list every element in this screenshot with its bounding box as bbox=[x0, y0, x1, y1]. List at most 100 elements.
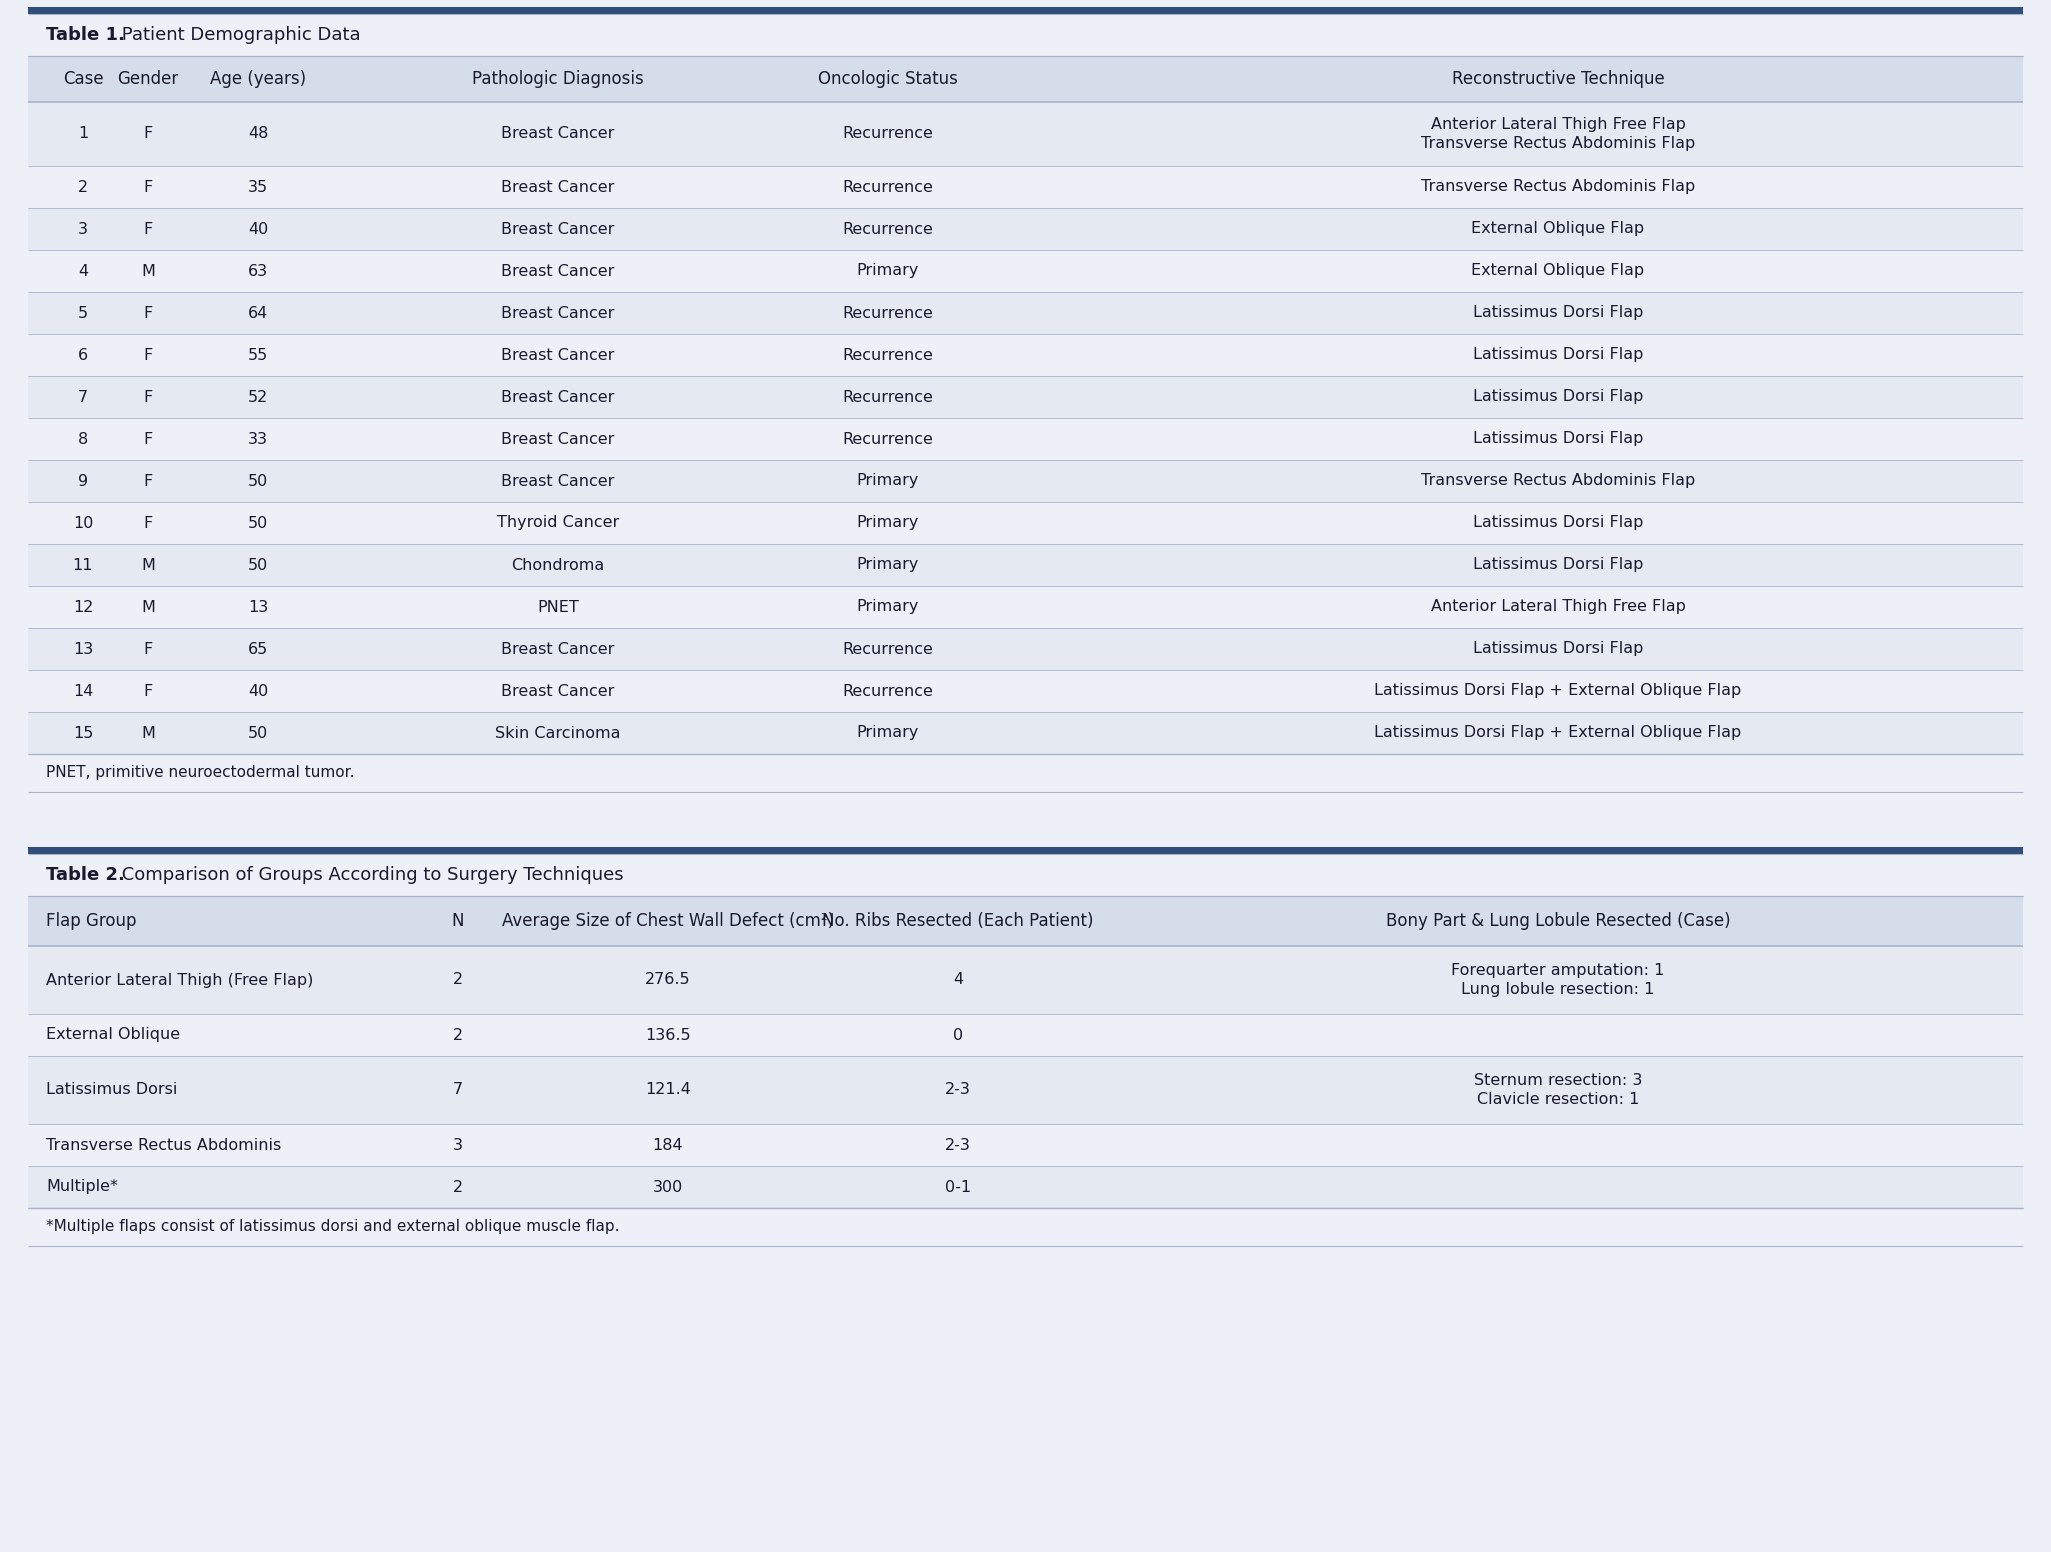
Text: Primary: Primary bbox=[857, 599, 919, 615]
Text: 2-3: 2-3 bbox=[946, 1138, 970, 1153]
Text: 33: 33 bbox=[248, 431, 269, 447]
Text: Breast Cancer: Breast Cancer bbox=[500, 127, 615, 141]
Text: No. Ribs Resected (Each Patient): No. Ribs Resected (Each Patient) bbox=[822, 913, 1093, 930]
Text: Average Size of Chest Wall Defect (cm²): Average Size of Chest Wall Defect (cm²) bbox=[502, 913, 835, 930]
Text: Breast Cancer: Breast Cancer bbox=[500, 431, 615, 447]
Text: Breast Cancer: Breast Cancer bbox=[500, 683, 615, 698]
Text: External Oblique Flap: External Oblique Flap bbox=[1471, 222, 1645, 236]
Text: Latissimus Dorsi Flap: Latissimus Dorsi Flap bbox=[1473, 348, 1643, 363]
Text: 0: 0 bbox=[954, 1027, 964, 1043]
Text: Recurrence: Recurrence bbox=[843, 641, 933, 656]
Text: F: F bbox=[144, 683, 152, 698]
Text: Latissimus Dorsi Flap: Latissimus Dorsi Flap bbox=[1473, 390, 1643, 405]
Text: Breast Cancer: Breast Cancer bbox=[500, 641, 615, 656]
Text: 55: 55 bbox=[248, 348, 269, 363]
Text: Thyroid Cancer: Thyroid Cancer bbox=[496, 515, 619, 531]
Bar bbox=[29, 102, 2022, 166]
Text: 40: 40 bbox=[248, 222, 269, 236]
Text: Primary: Primary bbox=[857, 473, 919, 489]
Text: F: F bbox=[144, 515, 152, 531]
Text: 40: 40 bbox=[248, 683, 269, 698]
Text: Latissimus Dorsi Flap + External Oblique Flap: Latissimus Dorsi Flap + External Oblique… bbox=[1374, 683, 1741, 698]
Text: Breast Cancer: Breast Cancer bbox=[500, 390, 615, 405]
Bar bbox=[29, 545, 2022, 587]
Bar bbox=[29, 459, 2022, 501]
Text: Breast Cancer: Breast Cancer bbox=[500, 473, 615, 489]
Text: Primary: Primary bbox=[857, 264, 919, 278]
Bar bbox=[29, 629, 2022, 670]
Text: 3: 3 bbox=[453, 1138, 464, 1153]
Bar bbox=[29, 8, 2022, 14]
Bar bbox=[29, 587, 2022, 629]
Text: Breast Cancer: Breast Cancer bbox=[500, 348, 615, 363]
Text: F: F bbox=[144, 431, 152, 447]
Text: Latissimus Dorsi Flap: Latissimus Dorsi Flap bbox=[1473, 306, 1643, 321]
Text: 7: 7 bbox=[78, 390, 88, 405]
Text: 121.4: 121.4 bbox=[646, 1082, 691, 1097]
Text: Table 1.: Table 1. bbox=[45, 26, 125, 43]
Text: Recurrence: Recurrence bbox=[843, 222, 933, 236]
Text: Chondroma: Chondroma bbox=[511, 557, 605, 573]
Text: Anterior Lateral Thigh Free Flap
Transverse Rectus Abdominis Flap: Anterior Lateral Thigh Free Flap Transve… bbox=[1421, 116, 1694, 152]
Text: Recurrence: Recurrence bbox=[843, 348, 933, 363]
Text: Breast Cancer: Breast Cancer bbox=[500, 264, 615, 278]
Text: Primary: Primary bbox=[857, 515, 919, 531]
Text: Latissimus Dorsi Flap: Latissimus Dorsi Flap bbox=[1473, 641, 1643, 656]
Text: 6: 6 bbox=[78, 348, 88, 363]
Text: Gender: Gender bbox=[117, 70, 178, 88]
Text: 48: 48 bbox=[248, 127, 269, 141]
Text: 1: 1 bbox=[78, 127, 88, 141]
Text: 10: 10 bbox=[74, 515, 92, 531]
Text: F: F bbox=[144, 390, 152, 405]
Text: F: F bbox=[144, 473, 152, 489]
Text: Bony Part & Lung Lobule Resected (Case): Bony Part & Lung Lobule Resected (Case) bbox=[1386, 913, 1731, 930]
Bar bbox=[29, 947, 2022, 1013]
Bar bbox=[29, 670, 2022, 712]
Text: *Multiple flaps consist of latissimus dorsi and external oblique muscle flap.: *Multiple flaps consist of latissimus do… bbox=[45, 1220, 619, 1234]
Bar bbox=[29, 1207, 2022, 1246]
Bar bbox=[29, 712, 2022, 754]
Text: Recurrence: Recurrence bbox=[843, 431, 933, 447]
Text: 11: 11 bbox=[72, 557, 92, 573]
Text: PNET: PNET bbox=[537, 599, 578, 615]
Text: External Oblique Flap: External Oblique Flap bbox=[1471, 264, 1645, 278]
Text: 50: 50 bbox=[248, 557, 269, 573]
Text: F: F bbox=[144, 306, 152, 321]
Text: 15: 15 bbox=[74, 725, 92, 740]
Text: 2: 2 bbox=[453, 973, 464, 987]
Text: Latissimus Dorsi Flap + External Oblique Flap: Latissimus Dorsi Flap + External Oblique… bbox=[1374, 725, 1741, 740]
Text: Anterior Lateral Thigh Free Flap: Anterior Lateral Thigh Free Flap bbox=[1430, 599, 1686, 615]
Text: Recurrence: Recurrence bbox=[843, 127, 933, 141]
Text: Oncologic Status: Oncologic Status bbox=[818, 70, 958, 88]
Text: 136.5: 136.5 bbox=[646, 1027, 691, 1043]
Text: 2: 2 bbox=[453, 1180, 464, 1195]
Text: Skin Carcinoma: Skin Carcinoma bbox=[494, 725, 621, 740]
Bar bbox=[29, 208, 2022, 250]
Bar bbox=[29, 754, 2022, 792]
Text: 2: 2 bbox=[78, 180, 88, 194]
Text: 7: 7 bbox=[453, 1082, 464, 1097]
Text: 300: 300 bbox=[652, 1180, 683, 1195]
Text: 50: 50 bbox=[248, 725, 269, 740]
Text: Multiple*: Multiple* bbox=[45, 1180, 117, 1195]
Bar bbox=[29, 1124, 2022, 1166]
Text: 0-1: 0-1 bbox=[946, 1180, 970, 1195]
Text: 14: 14 bbox=[74, 683, 92, 698]
Text: 50: 50 bbox=[248, 473, 269, 489]
Text: Anterior Lateral Thigh (Free Flap): Anterior Lateral Thigh (Free Flap) bbox=[45, 973, 314, 987]
Text: Recurrence: Recurrence bbox=[843, 180, 933, 194]
Text: F: F bbox=[144, 641, 152, 656]
Text: Transverse Rectus Abdominis Flap: Transverse Rectus Abdominis Flap bbox=[1421, 180, 1694, 194]
Text: 2-3: 2-3 bbox=[946, 1082, 970, 1097]
Text: F: F bbox=[144, 222, 152, 236]
Text: 64: 64 bbox=[248, 306, 269, 321]
Bar bbox=[29, 334, 2022, 376]
Text: N: N bbox=[451, 913, 464, 930]
Text: Case: Case bbox=[64, 70, 103, 88]
Text: F: F bbox=[144, 348, 152, 363]
Bar bbox=[29, 417, 2022, 459]
Bar bbox=[29, 847, 2022, 854]
Bar bbox=[29, 1013, 2022, 1055]
Bar bbox=[29, 896, 2022, 947]
Text: F: F bbox=[144, 180, 152, 194]
